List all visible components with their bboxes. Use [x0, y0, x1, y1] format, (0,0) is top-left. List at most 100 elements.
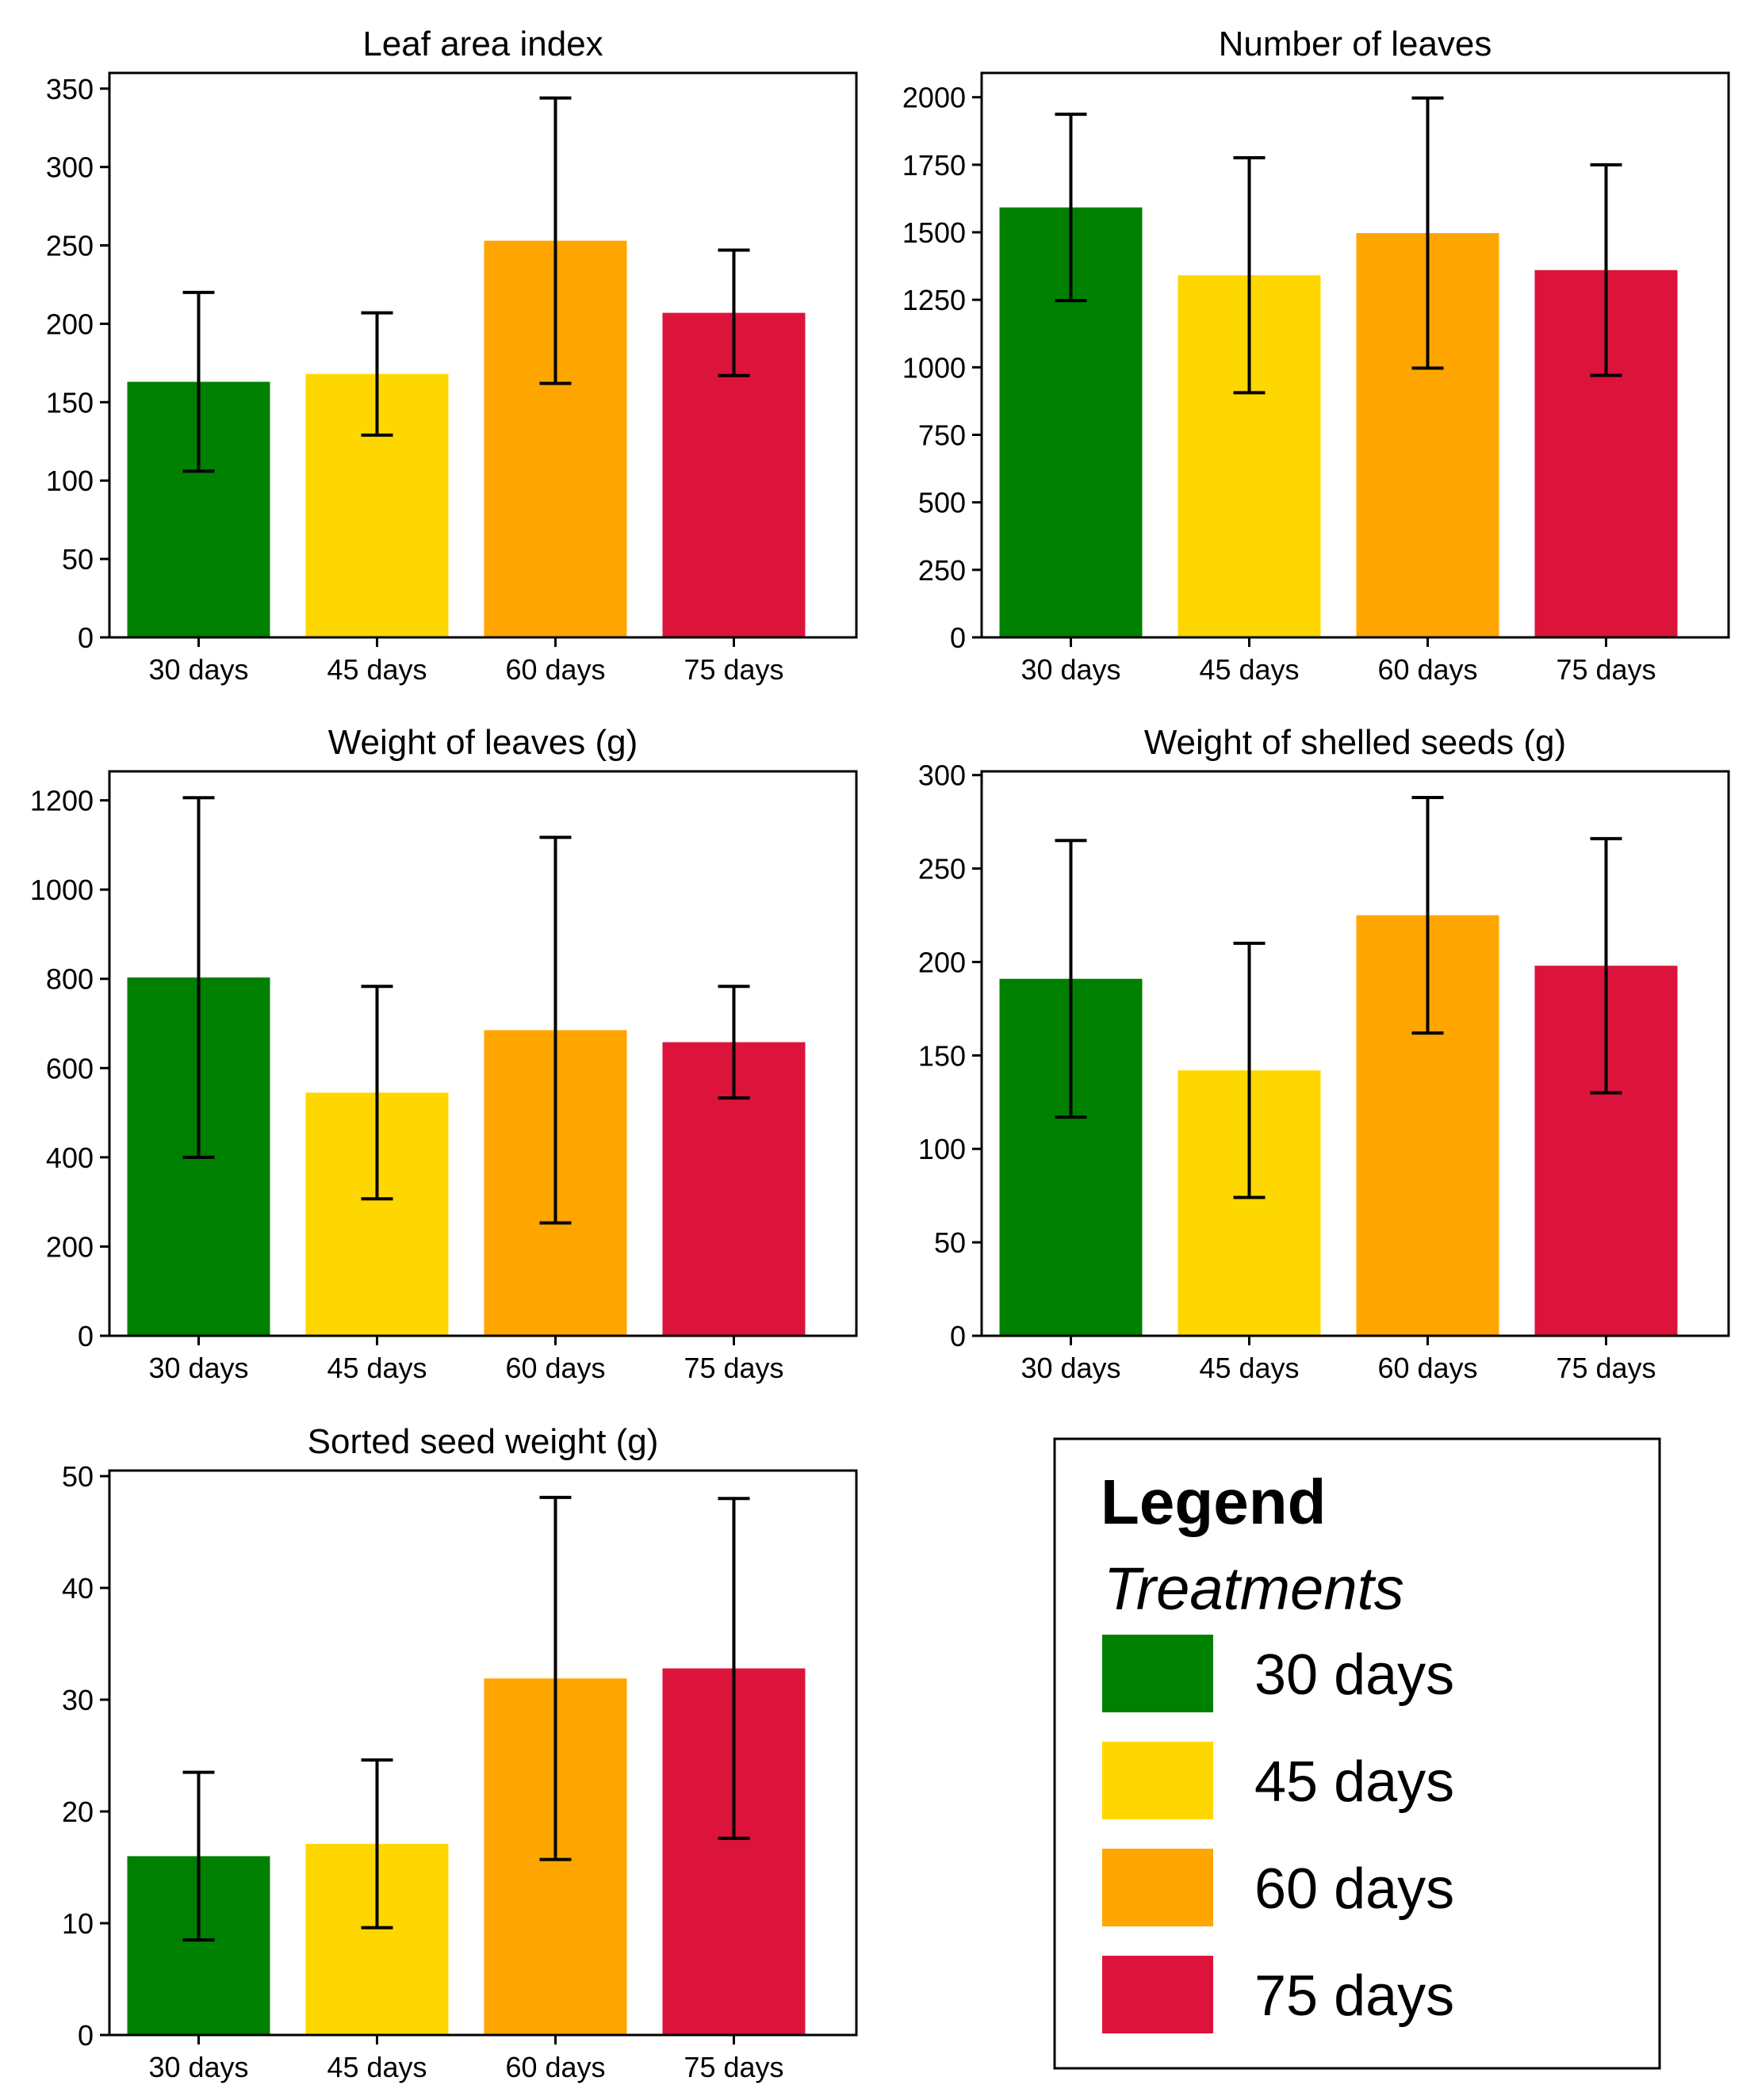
- plot-frame: [980, 770, 1730, 1337]
- x-tick-label: 45 days: [327, 1352, 427, 1384]
- y-tick-label: 1200: [30, 785, 94, 817]
- y-tick-label: 30: [62, 1684, 94, 1716]
- error-bar: [1411, 96, 1444, 370]
- legend-title: Legend: [1101, 1467, 1326, 1537]
- y-tick-label: 1000: [902, 351, 966, 384]
- error-bar: [718, 248, 750, 377]
- y-tick-label: 0: [950, 1320, 966, 1352]
- legend-items: 30 days 45 days 60 days 75 days: [1102, 1635, 1454, 2033]
- y-tick-label: 300: [46, 151, 94, 184]
- y-tick-label: 0: [78, 622, 94, 654]
- y-tick-label: 400: [46, 1142, 94, 1174]
- error-bar: [1233, 941, 1266, 1199]
- error-bar: [718, 1497, 750, 1840]
- y-tick-label: 10: [62, 1907, 94, 1940]
- x-tick-label: 45 days: [327, 653, 427, 686]
- legend-label-75-days: 75 days: [1254, 1964, 1454, 2028]
- y-tick-label: 150: [46, 386, 94, 419]
- y-tick-label: 1500: [902, 216, 966, 249]
- error-bar: [1233, 155, 1266, 395]
- y-tick-label: 100: [918, 1133, 966, 1165]
- x-tick-label: 60 days: [505, 2051, 605, 2083]
- y-tick-label: 0: [78, 2019, 94, 2052]
- y-tick-label: 40: [62, 1572, 94, 1605]
- chart-title: Weight of shelled seeds (g): [1144, 723, 1566, 762]
- error-bar: [182, 290, 215, 473]
- legend-swatch-75-days: [1102, 1956, 1213, 2033]
- y-tick-label: 0: [78, 1320, 94, 1352]
- y-tick-label: 300: [918, 759, 966, 792]
- error-bar: [718, 985, 750, 1100]
- error-bar: [1590, 163, 1622, 377]
- y-tick-label: 500: [918, 487, 966, 519]
- y-tick-label: 1250: [902, 284, 966, 316]
- x-tick-label: 45 days: [1199, 653, 1299, 686]
- plot-frame: [980, 71, 1730, 639]
- plot-frame: [108, 770, 858, 1337]
- x-tick-label: 75 days: [684, 2051, 783, 2083]
- x-tick-label: 45 days: [1199, 1352, 1299, 1384]
- plot-frame: [108, 1469, 858, 2037]
- error-bar: [539, 96, 572, 385]
- x-tick-label: 30 days: [148, 1352, 248, 1384]
- y-tick-label: 50: [62, 543, 94, 576]
- error-bar: [361, 311, 393, 437]
- x-tick-label: 75 days: [1556, 1352, 1656, 1384]
- y-tick-label: 1000: [30, 874, 94, 906]
- y-tick-label: 250: [918, 853, 966, 886]
- y-tick-label: 200: [918, 946, 966, 978]
- chart-weight-of-shelled-seeds-g: Weight of shelled seeds (g) 0 50 100 150 200 2…: [918, 723, 1730, 1384]
- chart-weight-of-leaves-g: Weight of leaves (g) 0 200 400 600 800 1000 120…: [30, 723, 858, 1384]
- y-tick-label: 150: [918, 1039, 966, 1072]
- legend-swatch-60-days: [1102, 1849, 1213, 1926]
- error-bar: [1055, 839, 1087, 1119]
- x-tick-label: 60 days: [1377, 653, 1477, 686]
- error-bar: [539, 1495, 572, 1861]
- y-tick-label: 20: [62, 1796, 94, 1828]
- y-tick-label: 50: [934, 1226, 966, 1259]
- chart-title: Number of leaves: [1219, 25, 1492, 63]
- legend: Legend Treatments 30 days 45 days 60 days 7…: [1053, 1437, 1661, 2070]
- legend-label-60-days: 60 days: [1254, 1857, 1454, 1921]
- y-tick-label: 250: [918, 554, 966, 587]
- legend-label-45-days: 45 days: [1254, 1750, 1454, 1814]
- y-tick-label: 2000: [902, 82, 966, 114]
- chart-title: Sorted seed weight (g): [308, 1422, 659, 1461]
- chart-title: Leaf area index: [362, 25, 603, 63]
- x-tick-label: 30 days: [1021, 1352, 1120, 1384]
- x-tick-label: 30 days: [148, 653, 248, 686]
- legend-label-30-days: 30 days: [1254, 1643, 1454, 1707]
- x-tick-label: 45 days: [327, 2051, 427, 2083]
- x-tick-label: 75 days: [1556, 653, 1656, 686]
- x-tick-label: 75 days: [684, 653, 783, 686]
- y-tick-label: 0: [950, 622, 966, 654]
- y-tick-label: 100: [46, 465, 94, 497]
- x-tick-label: 30 days: [148, 2051, 248, 2083]
- x-tick-label: 60 days: [505, 653, 605, 686]
- error-bar: [361, 985, 393, 1201]
- legend-subtitle: Treatments: [1104, 1555, 1404, 1623]
- error-bar: [1590, 836, 1622, 1095]
- error-bar: [182, 1770, 215, 1942]
- y-tick-label: 1750: [902, 149, 966, 182]
- error-bar: [1411, 796, 1444, 1035]
- chart-sorted-seed-weight-g: Sorted seed weight (g) 0 10 20 30 40 50 30 days…: [62, 1422, 858, 2083]
- y-tick-label: 200: [46, 308, 94, 340]
- error-bar: [361, 1758, 393, 1930]
- chart-leaf-area-index: Leaf area index 0 50 100 150 200 250 300 350 30 d…: [46, 25, 858, 686]
- y-tick-label: 800: [46, 963, 94, 996]
- y-tick-label: 600: [46, 1052, 94, 1084]
- y-tick-label: 50: [62, 1460, 94, 1493]
- y-tick-label: 350: [46, 73, 94, 105]
- chart-title: Weight of leaves (g): [328, 723, 638, 762]
- error-bar: [182, 796, 215, 1159]
- y-tick-label: 200: [46, 1230, 94, 1263]
- error-bar: [539, 836, 572, 1225]
- legend-swatch-45-days: [1102, 1742, 1213, 1819]
- x-tick-label: 60 days: [505, 1352, 605, 1384]
- error-bar: [1055, 113, 1087, 303]
- y-tick-label: 750: [918, 419, 966, 451]
- plot-frame: [108, 71, 858, 639]
